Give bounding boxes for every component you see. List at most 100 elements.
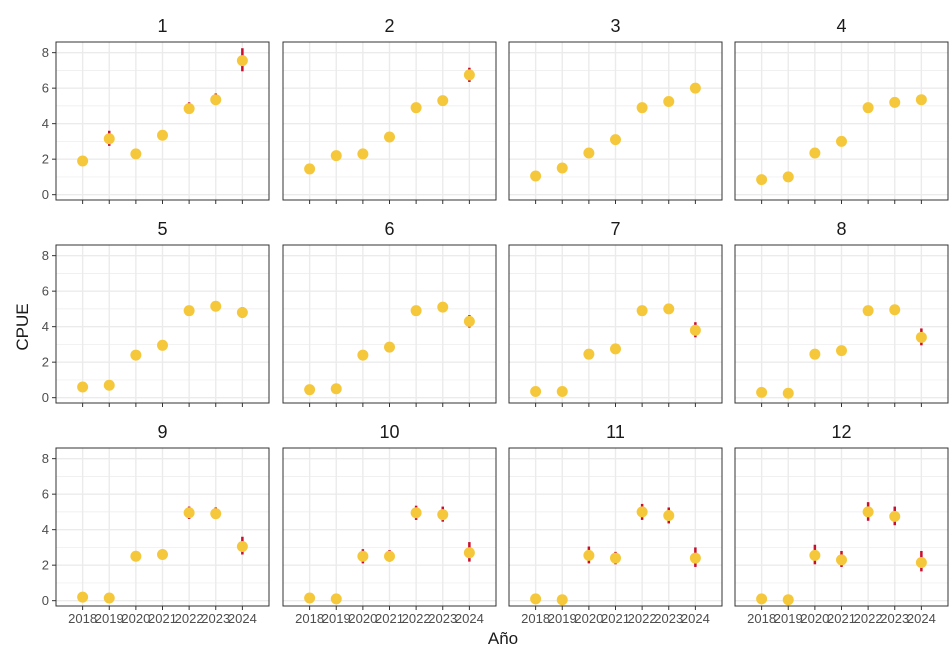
y-tick-label: 6: [42, 284, 49, 299]
data-point: [157, 129, 168, 141]
x-tick-label: 2023: [654, 611, 683, 626]
data-point: [782, 594, 794, 606]
data-point: [836, 135, 847, 147]
facet-title: 11: [606, 422, 625, 442]
x-tick-label: 2021: [148, 611, 177, 626]
facet-title: 4: [836, 16, 846, 36]
data-point: [330, 383, 342, 395]
x-tick-label: 2019: [548, 611, 577, 626]
data-point: [130, 349, 142, 361]
data-point: [689, 552, 701, 564]
data-point: [636, 506, 648, 518]
data-point: [77, 381, 89, 393]
data-point: [410, 507, 422, 519]
x-tick-label: 2018: [295, 611, 324, 626]
facet-title: 6: [384, 219, 394, 239]
data-point: [357, 550, 369, 562]
x-tick-label: 2022: [854, 611, 883, 626]
x-tick-label: 2021: [601, 611, 630, 626]
facet-title: 9: [157, 422, 167, 442]
data-point: [663, 303, 675, 315]
data-point: [809, 348, 821, 360]
facet-title: 2: [384, 16, 394, 36]
data-point: [756, 174, 768, 186]
y-tick-label: 4: [42, 116, 49, 131]
data-point: [530, 593, 542, 605]
y-tick-label: 2: [42, 558, 49, 573]
data-point: [915, 94, 927, 106]
x-tick-label: 2019: [95, 611, 124, 626]
data-point: [809, 147, 821, 159]
facet-title: 3: [610, 16, 620, 36]
y-tick-label: 6: [42, 487, 49, 502]
data-point: [556, 594, 568, 606]
data-point: [463, 315, 475, 327]
data-point: [330, 150, 342, 162]
x-tick-label: 2022: [402, 611, 431, 626]
data-point: [157, 339, 168, 351]
data-point: [556, 385, 568, 397]
x-tick-label: 2020: [121, 611, 150, 626]
x-tick-label: 2020: [348, 611, 377, 626]
y-tick-label: 4: [42, 522, 49, 537]
data-point: [437, 301, 449, 313]
y-tick-label: 8: [42, 451, 49, 466]
data-point: [330, 593, 342, 605]
data-point: [103, 592, 115, 604]
x-tick-label: 2018: [521, 611, 550, 626]
data-point: [210, 300, 222, 312]
facet-title: 1: [157, 16, 167, 36]
x-tick-label: 2023: [880, 611, 909, 626]
data-point: [130, 148, 142, 160]
data-point: [915, 557, 927, 569]
facet-title: 12: [831, 422, 851, 442]
data-point: [583, 549, 595, 561]
data-point: [130, 550, 142, 562]
data-point: [77, 591, 89, 603]
y-tick-label: 4: [42, 319, 49, 334]
x-tick-label: 2022: [175, 611, 204, 626]
x-tick-label: 2023: [428, 611, 457, 626]
data-point: [183, 507, 195, 519]
y-tick-label: 2: [42, 355, 49, 370]
y-tick-label: 2: [42, 152, 49, 167]
x-tick-label: 2020: [800, 611, 829, 626]
x-tick-label: 2019: [774, 611, 803, 626]
data-point: [304, 592, 316, 604]
data-point: [663, 509, 675, 521]
data-point: [183, 305, 195, 317]
data-point: [157, 549, 168, 561]
data-point: [782, 171, 794, 183]
data-point: [530, 170, 542, 182]
data-point: [636, 102, 648, 114]
y-tick-label: 8: [42, 248, 49, 263]
data-point: [384, 550, 395, 562]
data-point: [689, 82, 701, 94]
facet-title: 7: [610, 219, 620, 239]
x-tick-label: 2018: [747, 611, 776, 626]
data-point: [636, 305, 648, 317]
data-point: [103, 133, 115, 145]
data-point: [304, 384, 316, 396]
data-point: [410, 305, 422, 317]
x-tick-label: 2024: [681, 611, 710, 626]
data-point: [610, 134, 621, 146]
data-point: [304, 163, 316, 175]
data-point: [183, 103, 195, 115]
data-point: [809, 549, 821, 561]
data-point: [556, 162, 568, 174]
data-point: [663, 95, 675, 107]
data-point: [610, 343, 621, 355]
y-tick-label: 6: [42, 81, 49, 96]
data-point: [384, 131, 395, 143]
data-point: [915, 331, 927, 343]
x-tick-label: 2021: [827, 611, 856, 626]
y-tick-label: 0: [42, 390, 49, 405]
data-point: [836, 554, 847, 566]
data-point: [437, 509, 449, 521]
x-tick-label: 2020: [574, 611, 603, 626]
facet-title: 5: [157, 219, 167, 239]
data-point: [437, 95, 449, 107]
